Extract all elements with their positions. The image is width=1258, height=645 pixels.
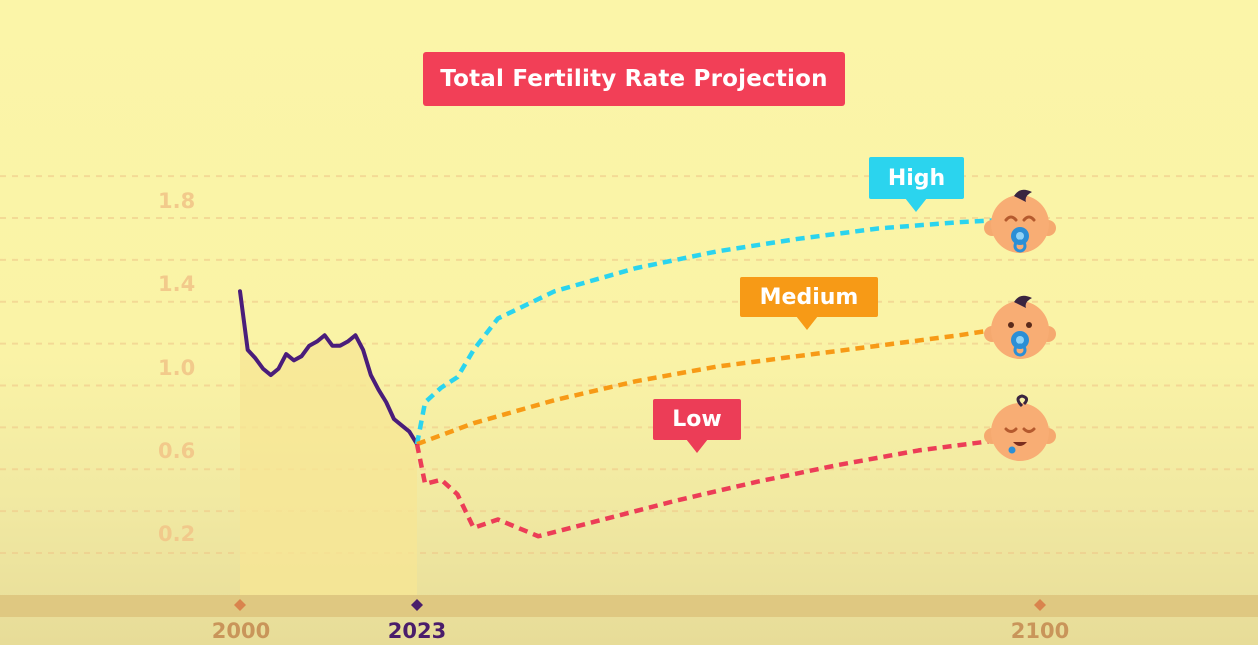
y-tick-label: 1.8: [158, 189, 196, 213]
x-axis-markers: [234, 599, 1046, 611]
chart-title: Total Fertility Rate Projection: [423, 52, 845, 106]
low-projection-line: [414, 437, 1000, 539]
history-area: [240, 291, 417, 595]
chart-title-text: Total Fertility Rate Projection: [440, 66, 828, 92]
x-axis-marker: [1034, 599, 1046, 611]
y-tick-label: 1.0: [158, 356, 196, 380]
low-scenario-label: Low: [653, 399, 741, 453]
medium-projection-line: [416, 326, 1000, 447]
y-tick-label: 0.6: [158, 439, 196, 463]
grid-lines: [0, 175, 1258, 554]
y-tick-label: 1.4: [158, 272, 196, 296]
high-scenario-label: High: [869, 157, 964, 212]
x-axis-band: [0, 595, 1258, 617]
historical-line: [238, 289, 419, 447]
x-tick-label: 2023: [387, 619, 447, 643]
happy-baby-icon: [984, 189, 1056, 253]
x-axis-marker: [411, 599, 423, 611]
x-tick-label: 2100: [1010, 619, 1070, 643]
x-tick-label: 2000: [211, 619, 271, 643]
baby-pacifier-icon: [984, 295, 1056, 359]
crying-baby-icon: [984, 394, 1056, 461]
y-tick-label: 0.2: [158, 522, 196, 546]
series-lines: [238, 217, 1000, 539]
medium-scenario-label: Medium: [740, 277, 878, 330]
high-projection-line: [414, 217, 1000, 445]
x-axis-marker: [234, 599, 246, 611]
